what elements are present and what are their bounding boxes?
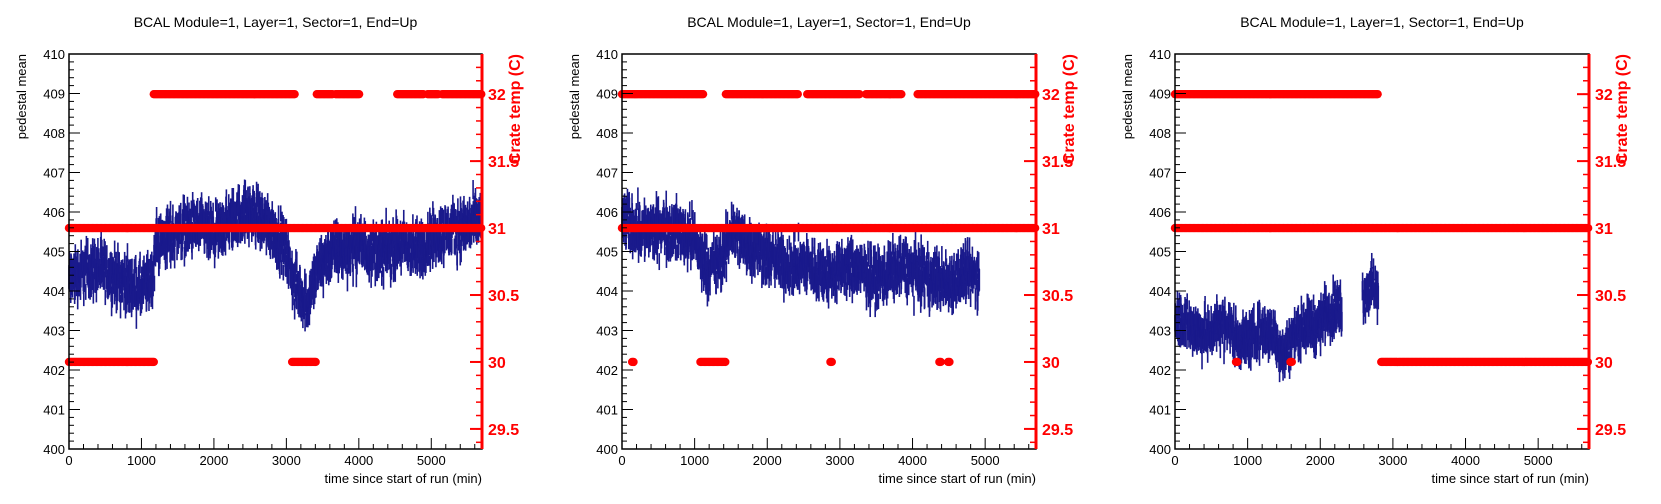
y-tick-label: 401: [596, 403, 618, 418]
y2-tick-label: 30: [488, 355, 506, 372]
y2-tick-label: 30.5: [488, 288, 519, 305]
x-tick-label: 3000: [272, 453, 301, 468]
x-tick-label: 5000: [971, 453, 1000, 468]
x-tick-label: 2000: [753, 453, 782, 468]
y2-tick-label: 29.5: [488, 422, 519, 439]
y-tick-label: 404: [596, 284, 618, 299]
temperature-point: [149, 357, 158, 367]
temperature-point: [698, 89, 708, 99]
y-tick-label: 402: [43, 363, 65, 378]
chart-panel-2: BCAL Module=1, Layer=1, Sector=1, End=Up…: [567, 14, 1078, 486]
y-tick-label: 401: [43, 403, 65, 418]
y-tick-label: 406: [596, 205, 618, 220]
temperature-series: [64, 89, 486, 367]
x-tick-label: 1000: [127, 453, 156, 468]
x-tick-label: 2000: [199, 453, 228, 468]
x-tick-label: 4000: [344, 453, 373, 468]
y-tick-label: 408: [43, 126, 65, 141]
x-axis-label: time since start of run (min): [325, 471, 483, 486]
chart-title: BCAL Module=1, Layer=1, Sector=1, End=Up: [134, 14, 418, 30]
y-tick-label: 406: [43, 205, 65, 220]
y-tick-label: 409: [43, 87, 65, 102]
x-tick-label: 3000: [825, 453, 854, 468]
y2-axis-label: Crate temp (C): [507, 54, 524, 164]
temperature-point: [827, 357, 836, 367]
y-tick-label: 410: [596, 47, 618, 62]
y-tick-label: 408: [596, 126, 618, 141]
x-tick-label: 5000: [417, 453, 446, 468]
y-tick-label: 402: [596, 363, 618, 378]
y2-tick-label: 31.5: [488, 154, 519, 171]
y-tick-label: 407: [596, 166, 618, 181]
temperature-point: [721, 357, 730, 367]
y2-tick-label: 32: [488, 87, 506, 104]
x-tick-label: 0: [65, 453, 72, 468]
temperature-point: [311, 357, 320, 367]
y-tick-label: 410: [43, 47, 65, 62]
temperature-point: [945, 357, 954, 367]
y-tick-label: 400: [596, 442, 618, 457]
temperature-point: [936, 357, 945, 367]
pedestal-series: [68, 179, 483, 332]
pedestal-series: [621, 187, 981, 318]
y-axis-label: pedestal mean: [14, 54, 29, 139]
x-tick-label: 1000: [680, 453, 709, 468]
chart-panel-1: BCAL Module=1, Layer=1, Sector=1, End=Up…: [14, 14, 524, 486]
temperature-point: [354, 89, 364, 99]
chart-title: BCAL Module=1, Layer=1, Sector=1, End=Up: [687, 14, 971, 30]
y-tick-label: 404: [43, 284, 65, 299]
temperature-point: [855, 89, 864, 99]
temperature-point: [290, 89, 299, 99]
y-tick-label: 405: [596, 245, 618, 260]
y-tick-label: 409: [596, 87, 618, 102]
y-tick-label: 403: [596, 324, 618, 339]
y-tick-label: 407: [43, 166, 65, 181]
temperature-point: [793, 89, 802, 99]
y2-tick-label: 31: [488, 221, 506, 238]
x-tick-label: 4000: [898, 453, 927, 468]
x-tick-label: 0: [618, 453, 625, 468]
temperature-point: [629, 357, 638, 367]
y-tick-label: 403: [43, 324, 65, 339]
temperature-point: [897, 89, 906, 99]
y-tick-label: 405: [43, 245, 65, 260]
y-tick-label: 400: [43, 442, 65, 457]
temperature-series: [617, 89, 1040, 367]
